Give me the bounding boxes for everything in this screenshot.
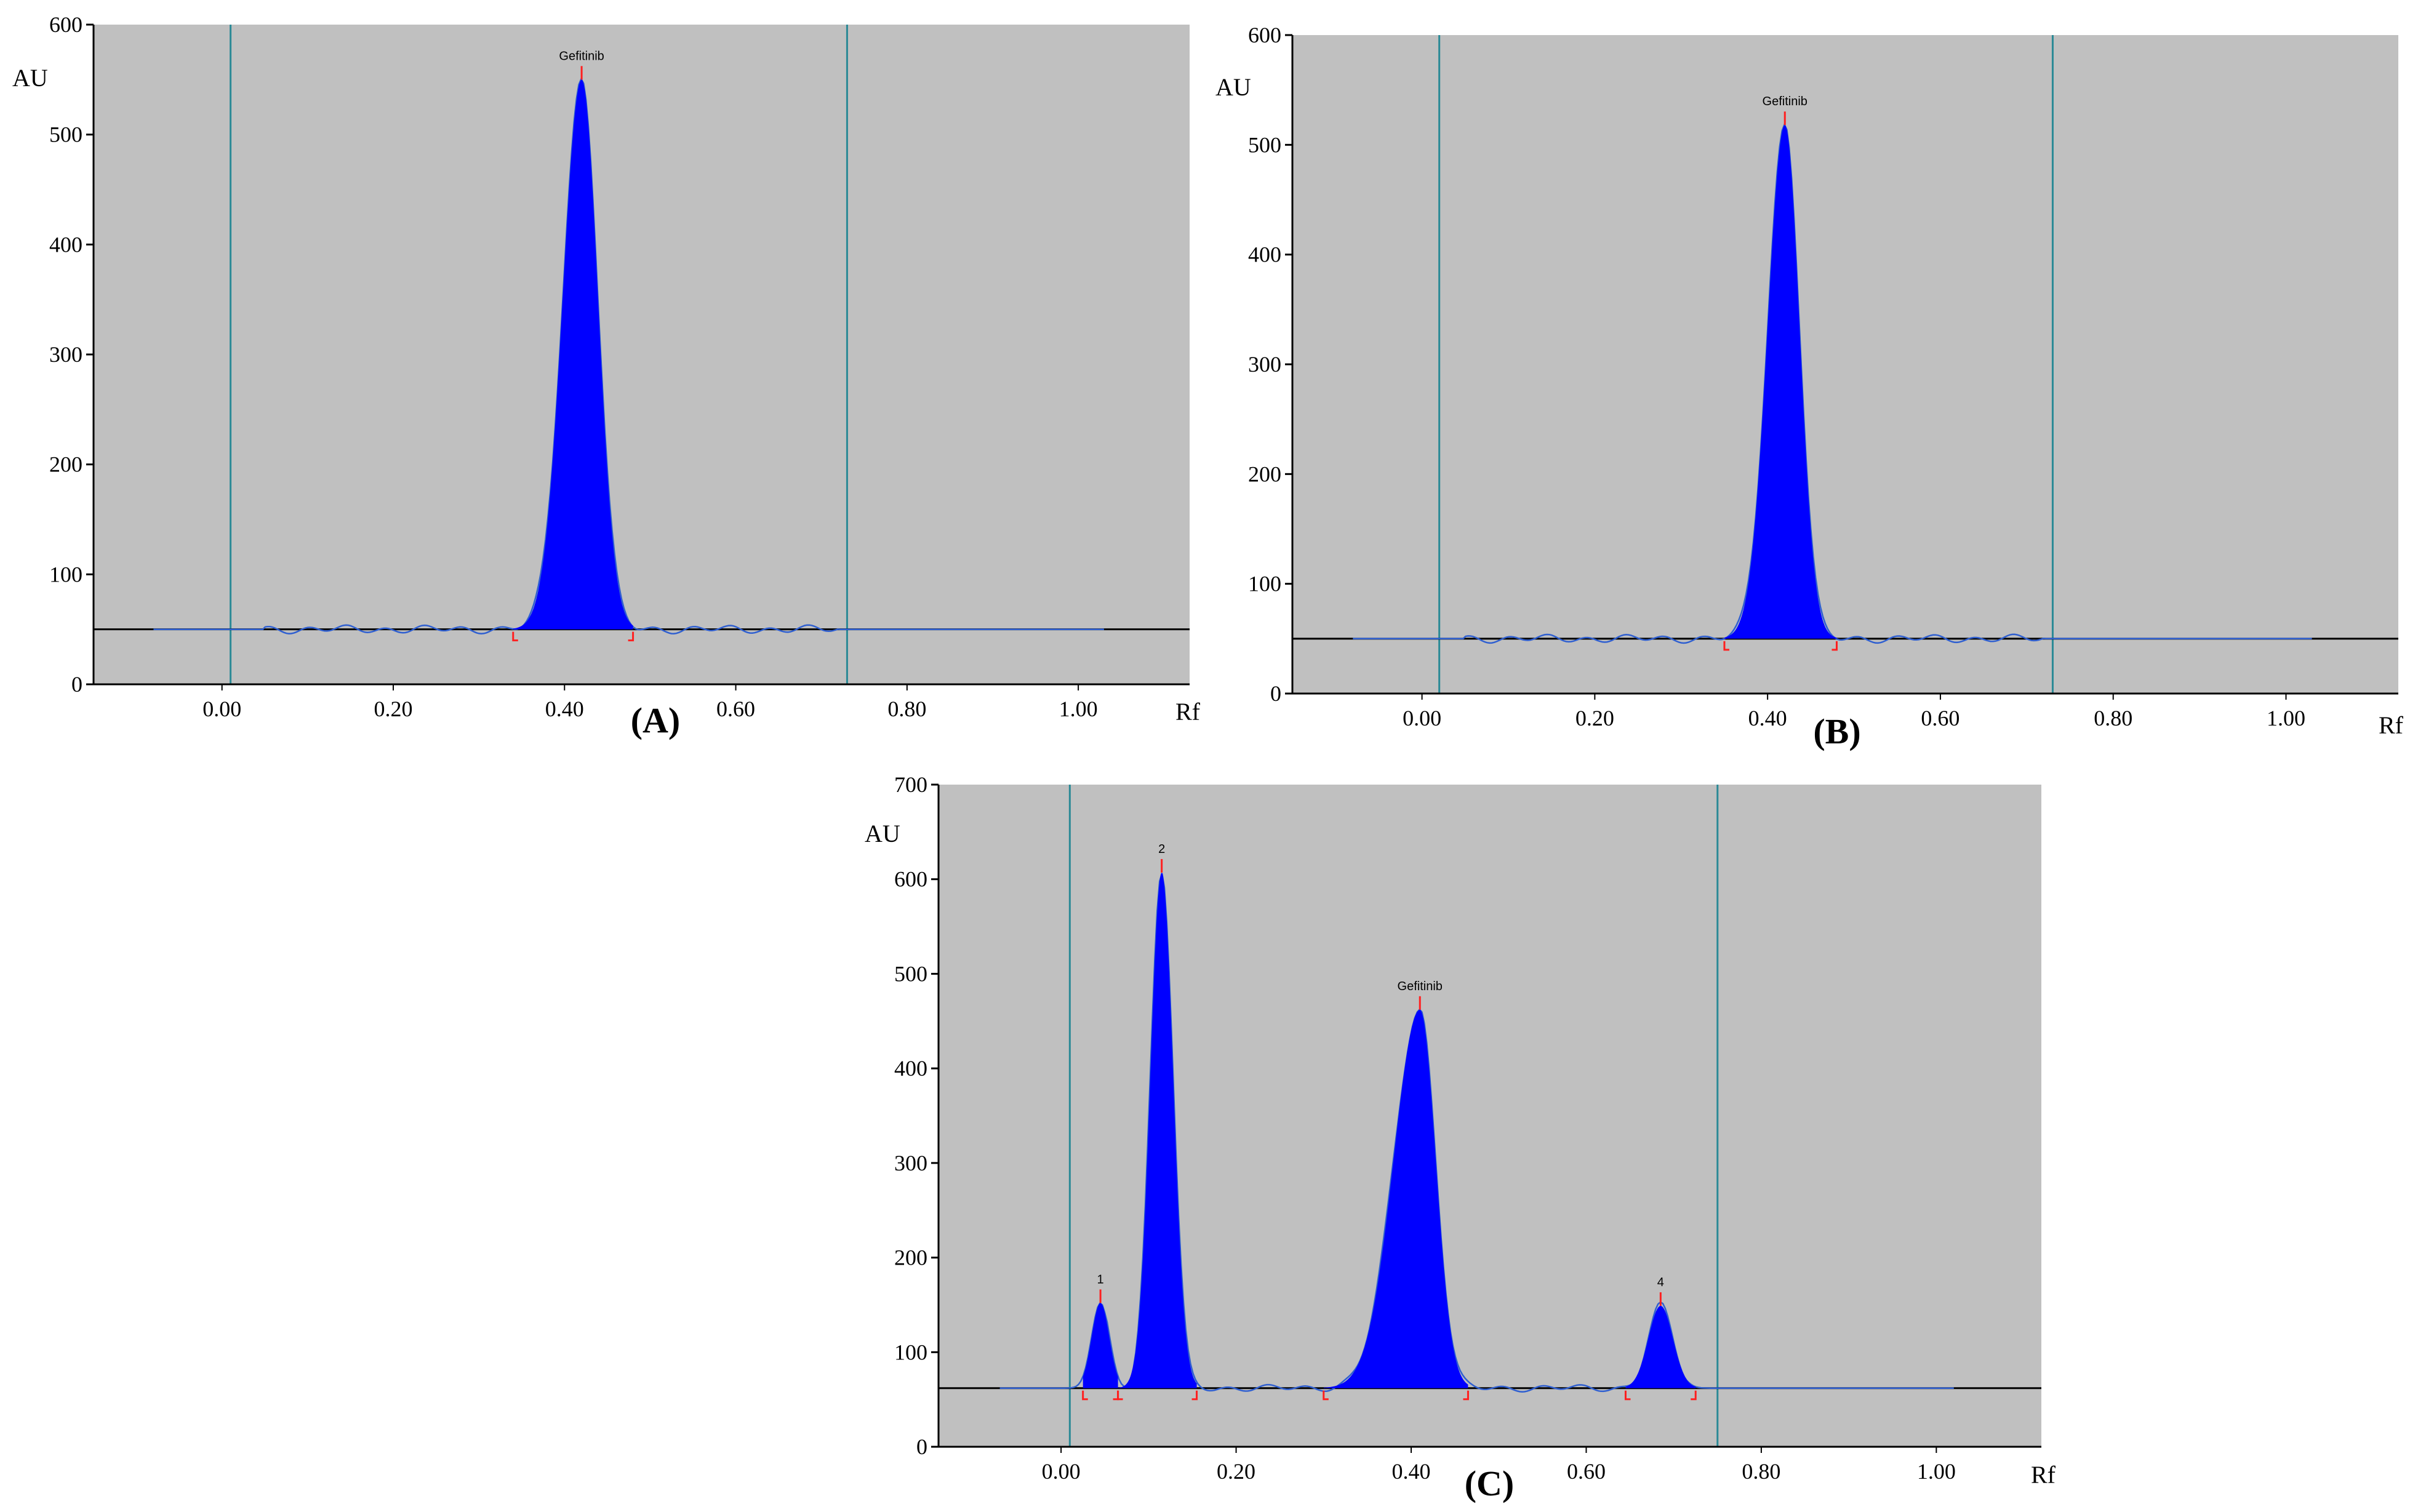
x-tick-label: 0.80 <box>1742 1459 1780 1484</box>
peak-end-marker <box>1191 1390 1198 1401</box>
x-tick-label: 0.00 <box>202 697 241 721</box>
x-tick-label: 0.40 <box>1392 1459 1431 1484</box>
peak-label: Gefitinib <box>1763 95 1807 108</box>
peak-label: 2 <box>1158 842 1165 856</box>
peak-label: Gefitinib <box>1398 980 1443 993</box>
peak-area <box>1625 1306 1696 1388</box>
peak-area <box>1118 873 1197 1388</box>
x-tick-label: 1.00 <box>1059 697 1098 721</box>
y-tick-label: 100 <box>1248 572 1281 596</box>
x-tick-label: 0.60 <box>1567 1459 1606 1484</box>
y-axis-label: AU <box>12 64 48 92</box>
y-tick-label: 400 <box>1248 242 1281 267</box>
y-tick-label: 0 <box>916 1434 927 1459</box>
y-tick-label: 400 <box>894 1056 927 1081</box>
peak-area <box>1323 1009 1468 1388</box>
x-tick-label: 0.80 <box>887 697 926 721</box>
peak-end-marker <box>1832 641 1838 651</box>
y-tick-label: 300 <box>1248 352 1281 377</box>
y-tick-label: 500 <box>894 961 927 986</box>
y-axis-label: AU <box>865 820 900 847</box>
peak-start-marker <box>1624 1390 1631 1401</box>
plot-area <box>1292 35 2398 694</box>
peak-start-marker <box>1323 1390 1329 1401</box>
y-tick-label: 200 <box>1248 462 1281 486</box>
y-tick-label: 200 <box>894 1246 927 1270</box>
x-tick-label: 1.00 <box>1917 1459 1956 1484</box>
peak-start-marker <box>512 631 518 642</box>
signal-trace <box>153 77 1104 635</box>
y-tick-label: 600 <box>894 867 927 892</box>
y-tick-label: 200 <box>49 452 82 477</box>
y-tick-label: 500 <box>1248 132 1281 157</box>
peak-label: 1 <box>1097 1273 1104 1286</box>
y-tick-label: 600 <box>1248 23 1281 47</box>
y-tick-label: 500 <box>49 122 82 147</box>
peak-area <box>1724 125 1837 639</box>
chart-panel-1: Gefitinib 0 100 200 300 400 500 600 0.00 0.20 0.40… <box>12 12 1201 740</box>
chart-panel-3: 1 2 Gefitinib 4 0 100 200 300 400 500 600 700 0.00 0.… <box>865 772 2056 1503</box>
peak-label: 4 <box>1657 1276 1664 1289</box>
x-tick-label: 0.60 <box>1921 706 1960 730</box>
x-axis-label: Rf <box>2379 711 2404 739</box>
x-tick-label: 0.20 <box>1575 706 1614 730</box>
y-tick-label: 700 <box>894 772 927 797</box>
y-axis-label: AU <box>1215 73 1251 101</box>
y-tick-label: 0 <box>71 672 82 697</box>
x-tick-label: 0.40 <box>1748 706 1787 730</box>
panel-label: (A) <box>631 700 681 740</box>
peak-area <box>1083 1303 1118 1388</box>
x-tick-label: 1.00 <box>2267 706 2305 730</box>
y-tick-label: 100 <box>894 1340 927 1364</box>
peak-label: Gefitinib <box>559 49 604 63</box>
y-tick-label: 600 <box>49 12 82 37</box>
x-tick-label: 0.20 <box>374 697 412 721</box>
x-tick-label: 0.60 <box>716 697 755 721</box>
panel-label: (C) <box>1465 1463 1515 1503</box>
peak-end-marker <box>1463 1390 1469 1401</box>
peak-end-marker <box>1691 1390 1697 1401</box>
x-tick-label: 0.40 <box>545 697 584 721</box>
x-tick-label: 0.80 <box>2094 706 2132 730</box>
panel-label: (B) <box>1813 711 1860 751</box>
y-tick-label: 100 <box>49 562 82 586</box>
y-tick-label: 0 <box>1270 681 1281 706</box>
y-tick-label: 300 <box>49 342 82 367</box>
x-tick-label: 0.00 <box>1403 706 1441 730</box>
y-tick-label: 300 <box>894 1151 927 1175</box>
peak-start-marker <box>1082 1390 1088 1401</box>
plot-area <box>94 25 1190 684</box>
peak-end-marker <box>628 631 635 642</box>
x-axis-label: Rf <box>1175 698 1201 726</box>
plot-area <box>939 785 2041 1447</box>
peak-area <box>513 79 633 630</box>
peak-start-marker <box>1117 1390 1123 1401</box>
y-tick-label: 400 <box>49 232 82 257</box>
signal-trace <box>1353 122 2312 644</box>
x-tick-label: 0.20 <box>1217 1459 1255 1484</box>
x-axis-label: Rf <box>2031 1461 2056 1489</box>
peak-start-marker <box>1723 641 1729 651</box>
x-tick-label: 0.00 <box>1042 1459 1081 1484</box>
chart-panel-2: Gefitinib 0 100 200 300 400 500 600 0.00 0.20 0.40… <box>1215 23 2404 751</box>
